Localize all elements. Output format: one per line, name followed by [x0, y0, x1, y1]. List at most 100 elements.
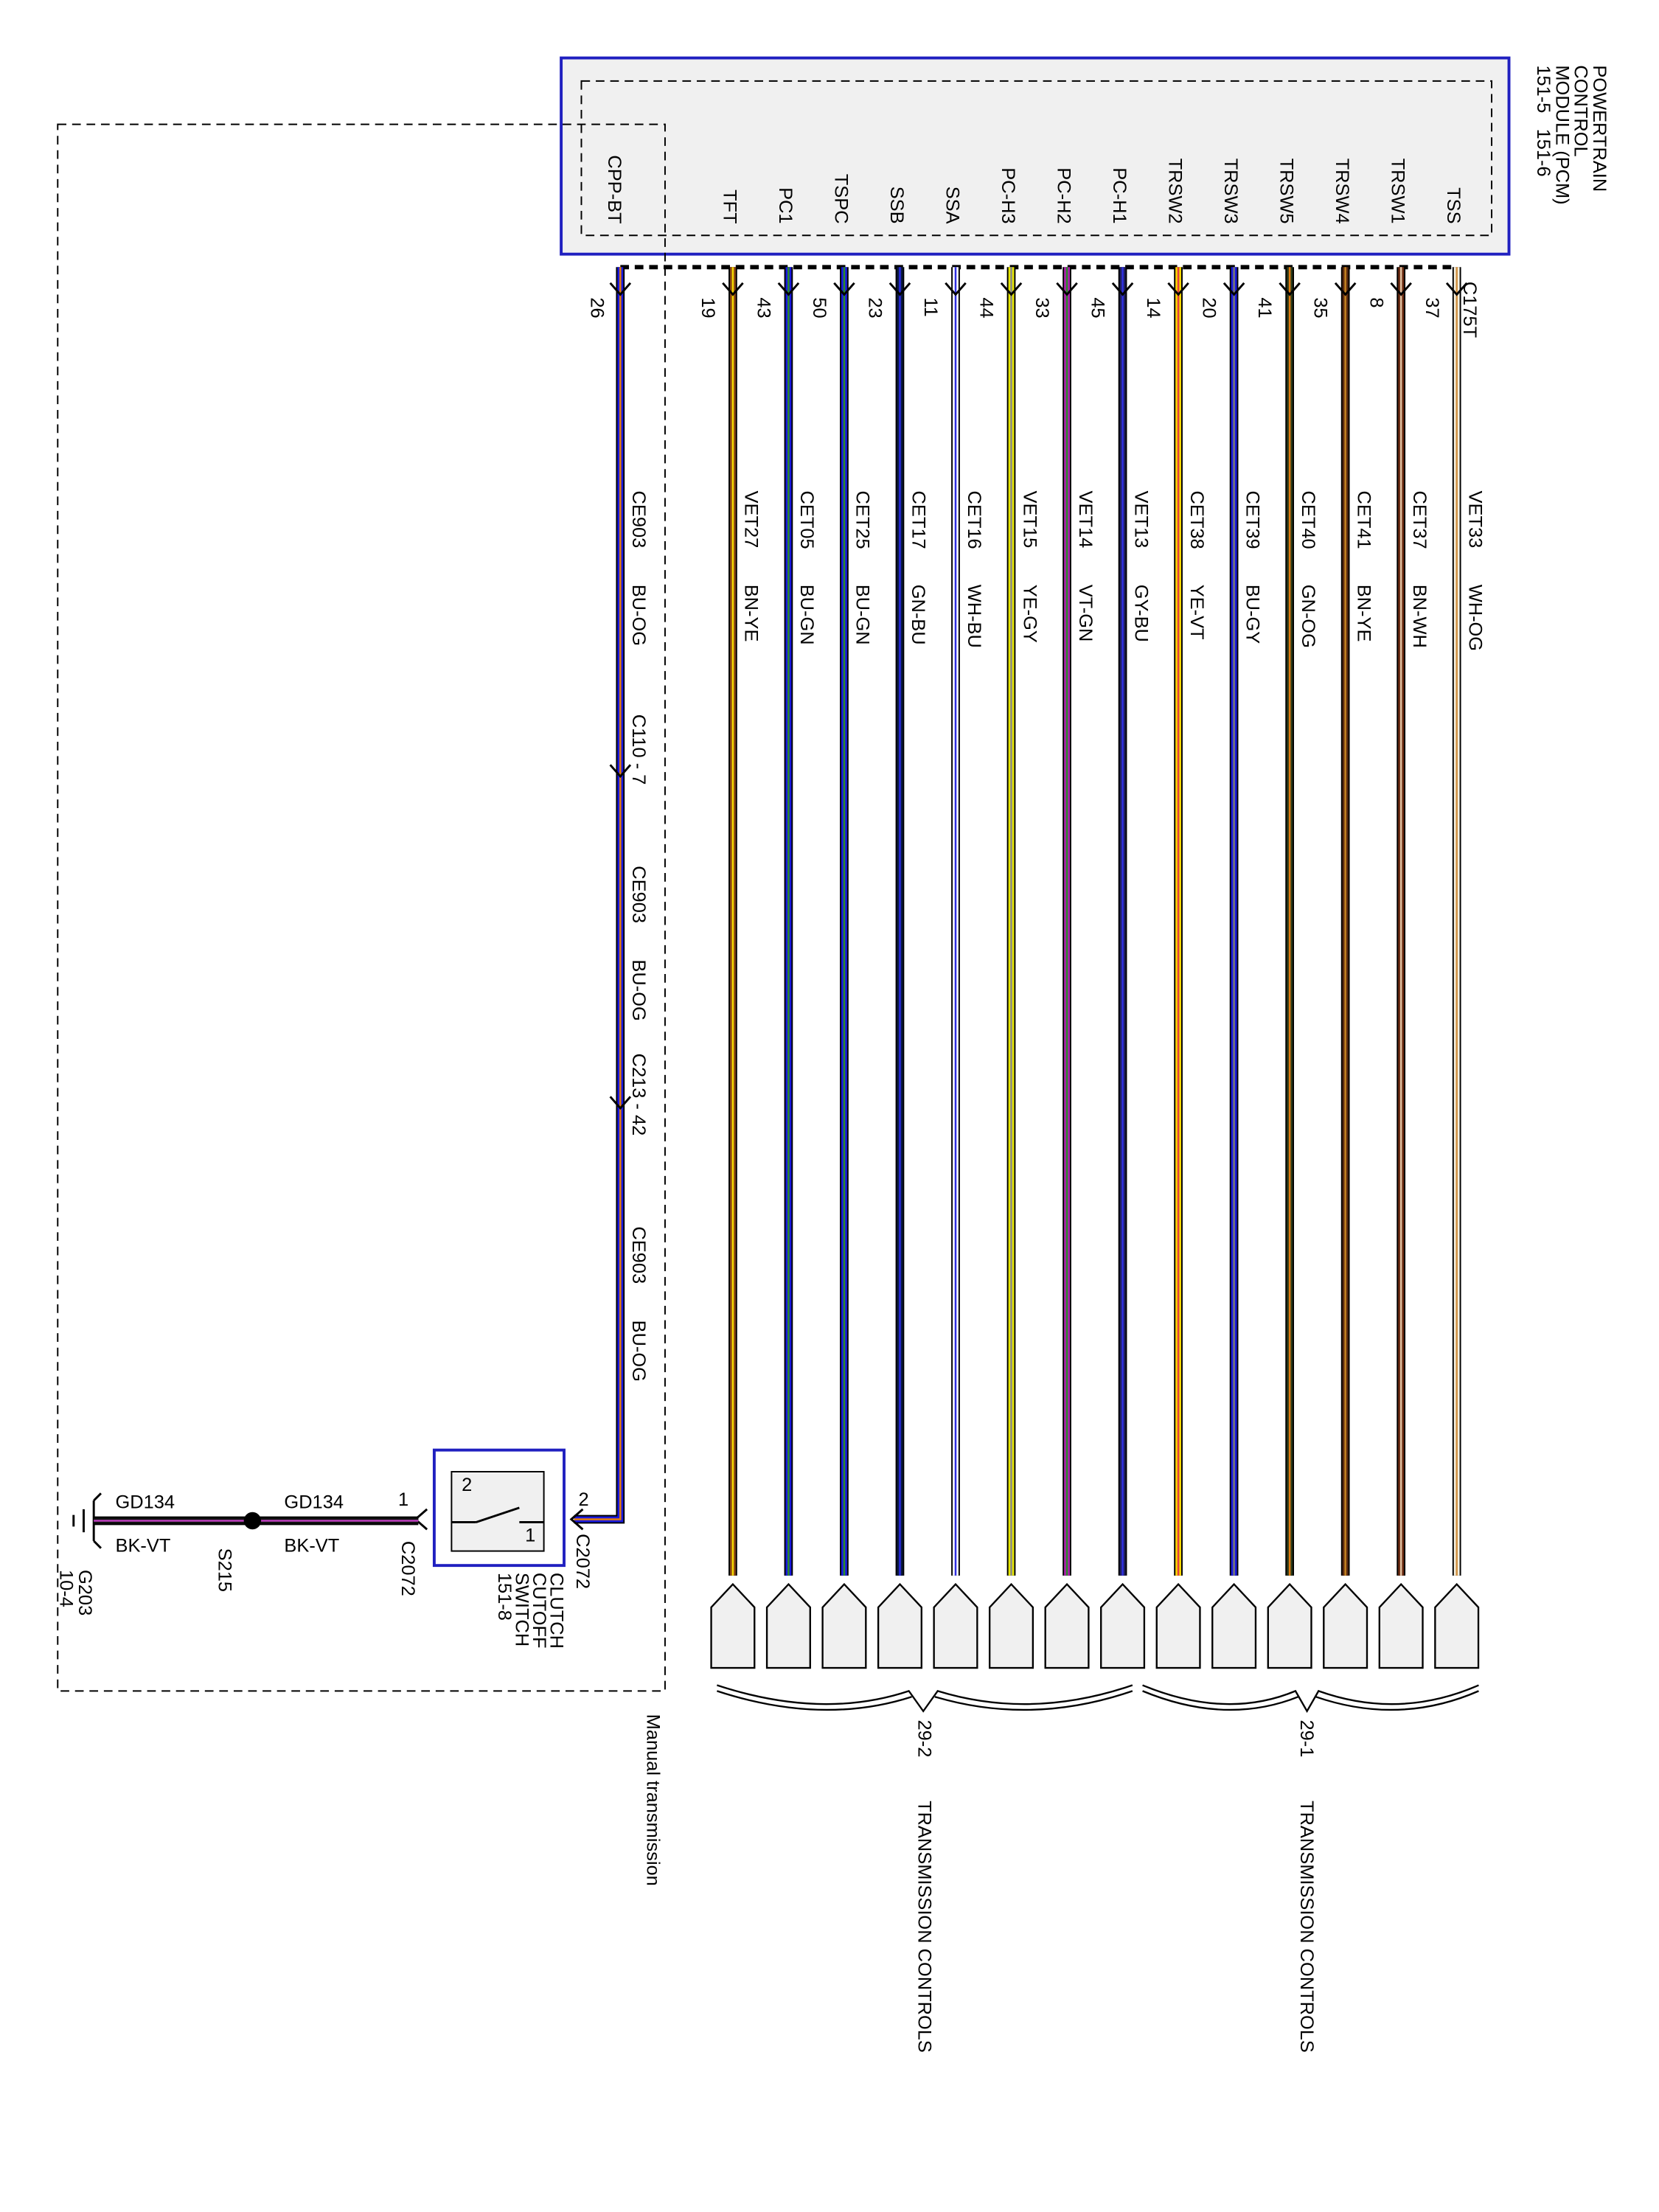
module-title: POWERTRAIN	[1589, 65, 1610, 192]
connector-arrow	[1222, 282, 1245, 296]
circuit-label: GD134	[284, 1492, 344, 1513]
pin-number: 19	[698, 297, 718, 318]
inline-connector: C110 - 7	[628, 714, 649, 785]
pcm-inner	[580, 80, 1493, 237]
circuit-label: CET25	[852, 491, 873, 549]
wire-color: WH-BU	[964, 585, 984, 648]
braces	[717, 1684, 1479, 1714]
switch-name: SWITCH	[512, 1573, 532, 1646]
connector-arrow	[609, 764, 632, 779]
pin-number: 44	[976, 297, 997, 318]
pin-number: 23	[865, 297, 886, 318]
pin-number: 33	[1032, 297, 1052, 318]
pin-name: TRSW5	[1276, 159, 1297, 224]
splice-label: S215	[215, 1548, 235, 1592]
switch-contact-label: 2	[462, 1475, 472, 1495]
pin-name: SSA	[942, 187, 962, 224]
connector-shape	[877, 1582, 922, 1669]
wire-color: BU-GN	[852, 585, 873, 645]
circuit-label: CET39	[1242, 491, 1262, 549]
connector-label: C175T	[1459, 282, 1480, 338]
group-id: 29-1	[1296, 1720, 1317, 1758]
pin-number: 14	[1143, 297, 1164, 318]
wire-color: BK-VT	[284, 1535, 339, 1556]
pin-number: 41	[1254, 297, 1275, 318]
pin-number: 20	[1199, 297, 1220, 318]
brace	[1142, 1690, 1479, 1711]
circuit-label: CET38	[1186, 491, 1207, 549]
connector-arrow	[569, 1508, 584, 1531]
circuit-label: CET40	[1298, 491, 1318, 549]
circuit-label: CE903	[628, 1226, 649, 1284]
connector-arrow	[1279, 282, 1301, 296]
pin-name: TRSW2	[1164, 159, 1185, 224]
connector-arrow	[609, 1096, 632, 1110]
connector-arrow	[1334, 282, 1357, 296]
switch-name: 151-8	[494, 1573, 515, 1621]
pin-number: 43	[753, 297, 773, 318]
splice-dot	[243, 1512, 262, 1530]
pin-name: TFT	[719, 189, 740, 224]
pin-name: PC-H2	[1053, 167, 1074, 223]
module-title: 151-5 151-6	[1533, 65, 1554, 176]
circuit-label: GD134	[116, 1492, 175, 1513]
wire-color: GN-OG	[1298, 585, 1318, 648]
pin-name: PC-H1	[1109, 167, 1130, 223]
wire-color: BU-OG	[628, 585, 649, 646]
pin-name: TRSW3	[1220, 159, 1241, 224]
circuit-label: VET33	[1464, 491, 1485, 549]
connector-shape	[710, 1582, 756, 1669]
wire-outline	[574, 267, 625, 1524]
inline-connector: C213 - 42	[628, 1054, 649, 1136]
wire-stripe	[574, 267, 622, 1520]
note: Manual transmission	[643, 1714, 664, 1886]
wire-color: BN-WH	[1409, 585, 1430, 648]
pin-name: PC-H3	[998, 167, 1018, 223]
pin-name: TSPC	[830, 174, 851, 224]
connector-shape	[1378, 1582, 1424, 1669]
wire-color: BU-OG	[628, 959, 649, 1020]
brace	[717, 1690, 1133, 1711]
circuit-label: VET27	[741, 491, 762, 549]
ground-label: G203	[74, 1570, 95, 1615]
switch-contact	[451, 1506, 544, 1523]
connector-arrow	[833, 282, 855, 296]
pin-name: SSB	[886, 187, 907, 224]
pin-number: 26	[586, 297, 607, 318]
switch-pin: 1	[398, 1489, 408, 1510]
pin-number: 11	[920, 297, 941, 316]
brace	[717, 1684, 1133, 1713]
connector-shape	[1323, 1582, 1368, 1669]
wire-color: VT-GN	[1075, 585, 1096, 642]
pin-name: TSS	[1443, 187, 1464, 223]
connector-arrow	[777, 282, 800, 296]
switch-contact-label: 1	[525, 1526, 535, 1546]
connector-shape	[765, 1582, 811, 1669]
wire-color: BU-GN	[796, 585, 817, 645]
pin-name: PC1	[775, 187, 796, 223]
circuit-label: VET13	[1130, 491, 1151, 549]
wire-color: BN-YE	[741, 585, 762, 642]
pin-name: TRSW1	[1388, 159, 1408, 224]
circuit-label: CET17	[908, 491, 928, 549]
connector-shape	[1434, 1582, 1480, 1669]
switch-name: CUTOFF	[529, 1573, 549, 1649]
circuit-label: CE903	[628, 866, 649, 923]
wire-color: BK-VT	[116, 1535, 171, 1556]
switch-pin: 2	[579, 1489, 589, 1510]
circuit-label: CE903	[628, 491, 649, 549]
connector-arrow	[1111, 282, 1134, 296]
pin-number: 35	[1310, 297, 1331, 318]
wire-color: BN-YE	[1353, 585, 1374, 642]
switch-inner	[451, 1470, 545, 1552]
circuit-label: CET37	[1409, 491, 1430, 549]
pcm-box	[560, 56, 1511, 256]
wire-color: YE-GY	[1019, 585, 1040, 643]
pin-number: 50	[809, 297, 830, 318]
connector-shape	[1044, 1582, 1090, 1669]
connector-shape	[1211, 1582, 1257, 1669]
connector-arrow	[1390, 282, 1412, 296]
switch-name: CLUTCH	[546, 1573, 567, 1649]
connector-arrow	[888, 282, 911, 296]
connector-shape	[821, 1582, 867, 1669]
